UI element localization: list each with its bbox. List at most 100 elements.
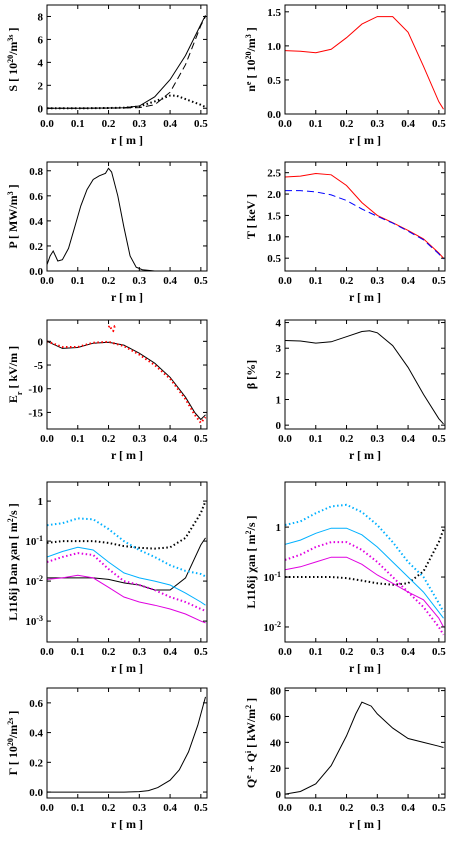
y-tick-label: 0.5 xyxy=(267,253,281,265)
x-tick-label: 0.0 xyxy=(278,802,292,814)
x-tick-label: 0.2 xyxy=(102,275,116,287)
panel-S: 0.0 0.1 0.2 0.3 0.4 0.5 0 2 4 6 8 r [ m ] S [ 1020/m… xyxy=(6,4,208,147)
x-tick-label: 0.0 xyxy=(40,118,54,130)
y-tick-label: 0.6 xyxy=(29,191,43,203)
plot-frame xyxy=(284,161,446,272)
series-line-D-0 xyxy=(47,500,207,550)
x-tick-label: 0.2 xyxy=(340,646,354,658)
y-tick-label: 0.0 xyxy=(29,787,43,799)
y-tick-label: -10 xyxy=(28,384,43,396)
x-tick-label: 0.2 xyxy=(102,433,116,445)
x-tick-label: 0.1 xyxy=(71,118,85,130)
x-axis-label: r [ m ] xyxy=(349,133,381,147)
y-tick-label: 0.0 xyxy=(29,266,43,278)
plot-frame xyxy=(284,687,446,799)
plot-frame xyxy=(46,4,208,115)
x-tick-label: 0.2 xyxy=(340,275,354,287)
y-tick-label: 6 xyxy=(38,34,44,46)
x-tick-label: 0.3 xyxy=(132,802,146,814)
series-line-S-1 xyxy=(47,16,206,109)
x-tick-label: 0.5 xyxy=(194,433,208,445)
x-axis-label: r [ m ] xyxy=(111,661,143,675)
x-tick-label: 0.4 xyxy=(401,433,415,445)
x-tick-label: 0.1 xyxy=(309,118,323,130)
y-tick-label: 1.0 xyxy=(267,41,281,53)
x-tick-label: 0.1 xyxy=(71,646,85,658)
x-tick-label: 0.2 xyxy=(340,118,354,130)
y-tick-label: 4 xyxy=(276,318,282,330)
y-tick-label: 1 xyxy=(276,395,282,407)
x-tick-label: 0.1 xyxy=(71,802,85,814)
x-tick-label: 0.2 xyxy=(102,802,116,814)
y-tick-label: 10-3 xyxy=(25,614,43,629)
x-axis-label: r [ m ] xyxy=(111,448,143,462)
y-tick-label: 0.4 xyxy=(29,728,43,740)
y-tick-label: -15 xyxy=(28,407,43,419)
y-tick-label: 10-2 xyxy=(25,574,43,589)
series-line-D-1 xyxy=(47,537,206,591)
panel-Gamma: 0.0 0.1 0.2 0.3 0.4 0.5 0.0 0.2 0.4 0.6 r [ m ] Γ [… xyxy=(6,687,208,831)
y-axis-label: L11δij χan [ m2/s ] xyxy=(244,515,259,608)
x-tick-label: 0.5 xyxy=(194,646,208,658)
x-tick-label: 0.1 xyxy=(309,275,323,287)
series-line-beta-0 xyxy=(285,330,444,425)
x-tick-label: 0.5 xyxy=(432,118,446,130)
y-tick-label: 0 xyxy=(38,336,44,348)
y-tick-label: 1.5 xyxy=(267,7,281,19)
plot-frame xyxy=(46,687,208,799)
series-line-D-3 xyxy=(47,546,206,606)
y-tick-label: 40 xyxy=(270,737,282,749)
x-tick-label: 0.5 xyxy=(194,275,208,287)
x-tick-label: 0.3 xyxy=(132,118,146,130)
x-tick-label: 0.3 xyxy=(370,802,384,814)
x-tick-label: 0.2 xyxy=(102,646,116,658)
y-axis-label: β [%] xyxy=(244,360,258,389)
y-axis-label: L11δij Dan χan [ m2/s ] xyxy=(6,503,21,620)
x-axis-label: r [ m ] xyxy=(111,817,143,831)
plot-frame xyxy=(284,4,446,115)
series-line-T-0 xyxy=(285,172,444,259)
x-tick-label: 0.4 xyxy=(401,646,415,658)
x-axis-label: r [ m ] xyxy=(349,661,381,675)
series-line-P-0 xyxy=(47,167,206,271)
x-tick-label: 0.4 xyxy=(163,275,177,287)
y-tick-label: 0 xyxy=(276,420,282,432)
series-line-Gamma-0 xyxy=(47,696,206,793)
y-tick-label: 2.0 xyxy=(267,189,281,201)
x-tick-label: 0.2 xyxy=(102,118,116,130)
y-axis-label: S [ 1020/m3s ] xyxy=(6,27,21,91)
y-tick-label: 0.2 xyxy=(29,241,43,253)
x-tick-label: 0.0 xyxy=(278,275,292,287)
plot-frame xyxy=(284,481,446,643)
x-tick-label: 0.5 xyxy=(432,433,446,445)
y-tick-label: 0.6 xyxy=(29,698,43,710)
x-tick-label: 0.0 xyxy=(40,646,54,658)
y-tick-label: 0.4 xyxy=(29,216,43,228)
x-tick-label: 0.0 xyxy=(40,802,54,814)
panel-beta: 0.0 0.1 0.2 0.3 0.4 0.5 0 1 2 3 4 r [ m ] β [%] xyxy=(244,318,446,462)
y-tick-label: 2 xyxy=(276,369,282,381)
y-tick-label: 8 xyxy=(38,11,44,23)
x-tick-label: 0.3 xyxy=(132,433,146,445)
x-tick-label: 0.5 xyxy=(432,646,446,658)
x-axis-label: r [ m ] xyxy=(111,290,143,304)
x-axis-label: r [ m ] xyxy=(349,817,381,831)
y-tick-label: 10-2 xyxy=(263,619,281,634)
x-tick-label: 0.4 xyxy=(401,802,415,814)
x-tick-label: 0.2 xyxy=(340,802,354,814)
y-tick-label: 0.5 xyxy=(267,75,281,87)
y-tick-label: 0.0 xyxy=(267,109,281,121)
y-tick-label: 2.5 xyxy=(267,168,281,180)
y-tick-label: 0 xyxy=(38,103,44,115)
x-tick-label: 0.1 xyxy=(71,275,85,287)
x-axis-label: r [ m ] xyxy=(111,133,143,147)
series-line-chi-2 xyxy=(285,527,444,619)
y-tick-label: 1.0 xyxy=(267,232,281,244)
y-axis-label: T [ keV ] xyxy=(244,194,258,239)
y-axis-label: P [ MW/m3 ] xyxy=(6,184,21,248)
x-tick-label: 0.4 xyxy=(163,646,177,658)
x-tick-label: 0.0 xyxy=(40,275,54,287)
series-line-D-5 xyxy=(47,574,206,624)
x-tick-label: 0.1 xyxy=(309,646,323,658)
